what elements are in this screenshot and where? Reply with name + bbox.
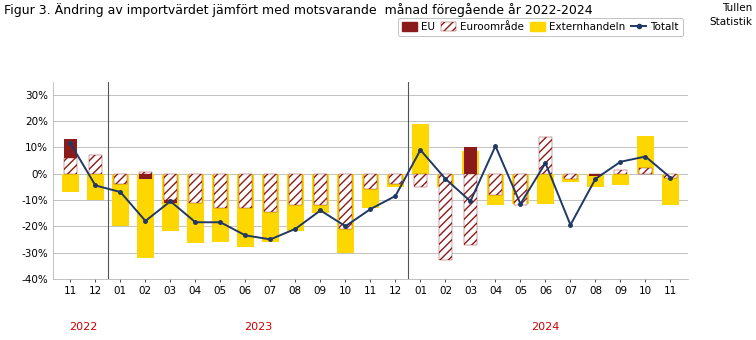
- Bar: [239, 174, 252, 208]
- Text: 2022: 2022: [69, 322, 97, 332]
- Bar: [264, 174, 277, 212]
- Bar: [437, 174, 454, 187]
- Bar: [214, 174, 227, 208]
- Bar: [314, 174, 327, 205]
- Bar: [364, 174, 377, 187]
- Bar: [164, 174, 177, 203]
- Bar: [64, 158, 77, 174]
- Bar: [339, 174, 352, 229]
- Bar: [537, 174, 554, 204]
- Bar: [89, 155, 102, 174]
- Legend: EU, Euroområde, Externhandeln, Totalt: EU, Euroområde, Externhandeln, Totalt: [398, 18, 683, 36]
- Bar: [164, 174, 177, 200]
- Bar: [514, 174, 527, 205]
- Text: Tullen
Statistik: Tullen Statistik: [709, 3, 752, 28]
- Bar: [412, 124, 429, 174]
- Bar: [139, 174, 152, 179]
- Bar: [562, 174, 579, 182]
- Text: 2024: 2024: [531, 322, 559, 332]
- Bar: [289, 174, 302, 205]
- Bar: [464, 174, 477, 244]
- Text: Figur 3. Ändring av importvärdet jämfört med motsvarande  månad föregående år 20: Figur 3. Ändring av importvärdet jämfört…: [4, 3, 593, 17]
- Text: 2023: 2023: [243, 322, 272, 332]
- Bar: [439, 174, 452, 260]
- Bar: [662, 174, 679, 205]
- Bar: [539, 147, 552, 174]
- Bar: [539, 137, 552, 174]
- Bar: [189, 174, 202, 200]
- Bar: [589, 174, 602, 176]
- Bar: [339, 174, 352, 226]
- Bar: [87, 174, 104, 200]
- Bar: [386, 174, 404, 187]
- Bar: [262, 174, 279, 242]
- Bar: [237, 174, 254, 247]
- Bar: [114, 174, 127, 182]
- Bar: [414, 174, 427, 187]
- Bar: [336, 174, 355, 253]
- Bar: [361, 174, 380, 208]
- Bar: [64, 139, 77, 174]
- Bar: [514, 174, 527, 205]
- Bar: [462, 151, 479, 174]
- Bar: [414, 174, 427, 187]
- Bar: [239, 174, 252, 204]
- Bar: [162, 174, 179, 232]
- Bar: [614, 171, 627, 174]
- Bar: [311, 174, 329, 213]
- Bar: [187, 174, 204, 243]
- Bar: [587, 174, 604, 187]
- Bar: [614, 170, 627, 174]
- Bar: [489, 174, 502, 195]
- Bar: [137, 174, 154, 258]
- Bar: [564, 174, 577, 179]
- Bar: [212, 174, 229, 242]
- Bar: [664, 174, 677, 176]
- Bar: [287, 174, 304, 232]
- Bar: [664, 174, 677, 177]
- Bar: [264, 174, 277, 208]
- Bar: [487, 174, 504, 205]
- Bar: [489, 174, 502, 187]
- Bar: [612, 174, 629, 185]
- Bar: [512, 174, 529, 204]
- Bar: [314, 174, 327, 203]
- Bar: [639, 168, 652, 174]
- Bar: [637, 136, 654, 174]
- Bar: [439, 174, 452, 187]
- Bar: [639, 168, 652, 174]
- Bar: [62, 174, 79, 192]
- Bar: [114, 174, 127, 184]
- Bar: [389, 174, 402, 182]
- Bar: [214, 174, 227, 205]
- Bar: [464, 147, 477, 174]
- Bar: [89, 158, 102, 174]
- Bar: [112, 174, 129, 226]
- Bar: [139, 172, 152, 174]
- Bar: [189, 174, 202, 203]
- Bar: [564, 174, 577, 176]
- Bar: [289, 174, 302, 203]
- Bar: [364, 174, 377, 189]
- Bar: [389, 174, 402, 184]
